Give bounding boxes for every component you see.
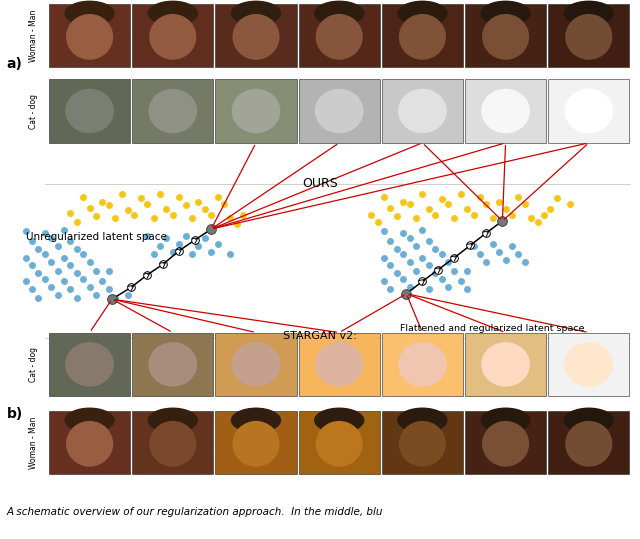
Ellipse shape: [232, 342, 280, 386]
Bar: [465, 4, 546, 67]
Bar: [548, 411, 629, 474]
Ellipse shape: [65, 1, 115, 26]
Bar: [548, 333, 629, 396]
Bar: [465, 411, 546, 474]
Bar: [298, 333, 380, 396]
Ellipse shape: [316, 14, 363, 60]
Ellipse shape: [231, 1, 281, 26]
Text: Cat - dog: Cat - dog: [29, 347, 38, 382]
Ellipse shape: [65, 342, 114, 386]
Ellipse shape: [315, 89, 364, 133]
Bar: [465, 79, 546, 143]
Ellipse shape: [482, 14, 529, 60]
Bar: [132, 79, 214, 143]
Ellipse shape: [148, 407, 198, 433]
Bar: [548, 4, 629, 67]
Text: b): b): [6, 407, 22, 421]
Bar: [381, 79, 463, 143]
Ellipse shape: [564, 1, 614, 26]
Ellipse shape: [232, 421, 280, 467]
Ellipse shape: [564, 89, 613, 133]
Ellipse shape: [232, 14, 280, 60]
Bar: [548, 79, 629, 143]
Ellipse shape: [66, 14, 113, 60]
Ellipse shape: [565, 421, 612, 467]
Text: Woman - Man: Woman - Man: [29, 416, 38, 469]
Text: Flattened and regularized latent space: Flattened and regularized latent space: [400, 324, 584, 334]
Text: Unregularized latent space: Unregularized latent space: [26, 232, 166, 242]
Bar: [298, 4, 380, 67]
Ellipse shape: [565, 14, 612, 60]
Ellipse shape: [481, 407, 531, 433]
Ellipse shape: [564, 407, 614, 433]
Ellipse shape: [397, 407, 447, 433]
Bar: [49, 4, 131, 67]
Ellipse shape: [231, 407, 281, 433]
Bar: [465, 333, 546, 396]
Ellipse shape: [481, 89, 530, 133]
Bar: [215, 4, 297, 67]
Ellipse shape: [482, 421, 529, 467]
Ellipse shape: [398, 342, 447, 386]
Bar: [381, 411, 463, 474]
Bar: [298, 79, 380, 143]
Ellipse shape: [149, 421, 196, 467]
Bar: [49, 79, 131, 143]
Ellipse shape: [315, 342, 364, 386]
Text: Cat - dog: Cat - dog: [29, 94, 38, 128]
Text: Woman - Man: Woman - Man: [29, 9, 38, 62]
Bar: [298, 411, 380, 474]
Ellipse shape: [481, 1, 531, 26]
Text: A schematic overview of our regularization approach.  In the middle, blu: A schematic overview of our regularizati…: [6, 507, 383, 517]
Text: OURS: OURS: [302, 177, 338, 190]
Ellipse shape: [232, 89, 280, 133]
Ellipse shape: [149, 14, 196, 60]
Bar: [132, 333, 214, 396]
Ellipse shape: [65, 89, 114, 133]
Bar: [49, 411, 131, 474]
Ellipse shape: [399, 421, 446, 467]
Ellipse shape: [148, 89, 197, 133]
Text: a): a): [6, 57, 22, 71]
Ellipse shape: [66, 421, 113, 467]
Ellipse shape: [148, 1, 198, 26]
Ellipse shape: [481, 342, 530, 386]
Ellipse shape: [148, 342, 197, 386]
Bar: [381, 333, 463, 396]
Text: STARGAN v2:: STARGAN v2:: [283, 330, 357, 341]
Ellipse shape: [65, 407, 115, 433]
Ellipse shape: [398, 89, 447, 133]
Ellipse shape: [316, 421, 363, 467]
Bar: [132, 411, 214, 474]
Bar: [132, 4, 214, 67]
Ellipse shape: [399, 14, 446, 60]
Ellipse shape: [397, 1, 447, 26]
Ellipse shape: [564, 342, 613, 386]
Ellipse shape: [314, 1, 364, 26]
Bar: [215, 79, 297, 143]
Bar: [215, 333, 297, 396]
Bar: [215, 411, 297, 474]
Bar: [49, 333, 131, 396]
Bar: [381, 4, 463, 67]
Ellipse shape: [314, 407, 364, 433]
